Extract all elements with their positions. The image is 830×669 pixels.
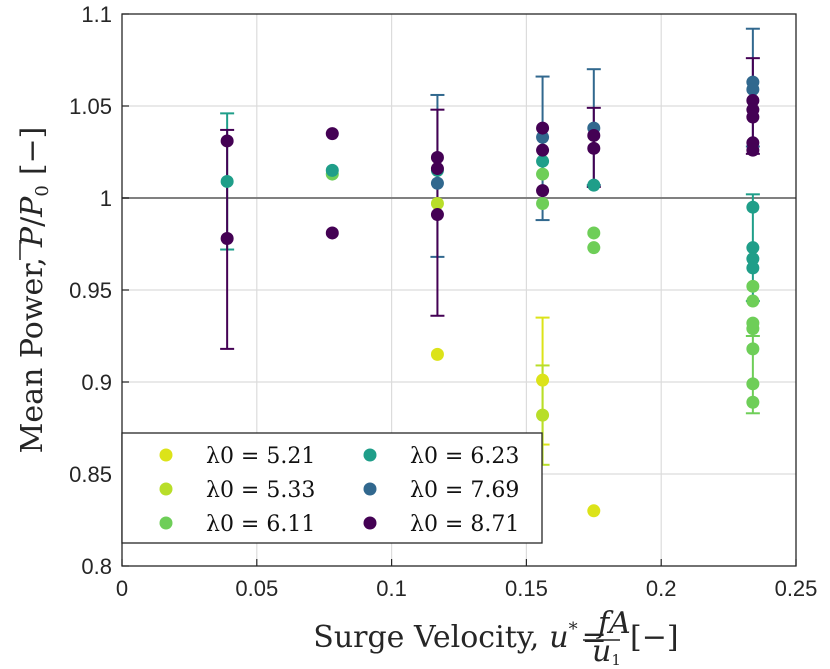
legend: λ0 = 5.21 λ0 = 5.33 λ0 = 6.11 λ0 = 6.23 λ0 =… [121,432,543,544]
legend-label: λ0 = 7.69 [410,478,519,503]
data-point [746,252,760,266]
data-point [430,176,444,190]
data-point [536,154,550,168]
data-point [746,377,760,391]
y-tick-label: 1.1 [81,2,112,27]
legend-marker [363,448,377,462]
data-point [430,151,444,165]
legend-marker [159,448,173,462]
y-tick-label: 0.85 [69,462,112,487]
data-point [325,226,339,240]
x-axis-label-unit: [−] [630,620,679,655]
legend-entry: λ0 = 5.33 [159,478,315,503]
data-point [746,110,760,124]
y-axis-label: Mean Power,P/P0[−] [15,127,53,454]
data-point [746,82,760,96]
legend-label: λ0 = 6.11 [206,512,315,537]
data-point [746,143,760,157]
x-tick-label: 0.25 [775,576,818,601]
data-point [536,373,550,387]
legend-label: λ0 = 5.21 [206,444,315,469]
legend-entry: λ0 = 5.21 [159,444,315,469]
data-point [220,231,234,245]
data-point [536,408,550,422]
legend-entry: λ0 = 6.11 [159,512,315,537]
data-point [430,347,444,361]
data-point [587,241,601,255]
legend-box [121,432,543,544]
legend-entry: λ0 = 6.23 [363,444,519,469]
data-point [536,130,550,144]
data-point [536,167,550,181]
legend-entry: λ0 = 7.69 [363,478,519,503]
data-points [220,75,760,518]
legend-marker [159,516,173,530]
data-point [325,163,339,177]
legend-label: λ0 = 6.23 [410,444,519,469]
data-point [536,197,550,211]
data-point [587,128,601,142]
legend-entry: λ0 = 8.71 [363,512,519,537]
legend-marker [159,482,173,496]
x-tick-label: 0.15 [505,576,548,601]
data-point [746,93,760,107]
x-tick-label: 0.05 [235,576,278,601]
data-point [536,121,550,135]
data-point [746,316,760,330]
data-point [746,241,760,255]
legend-label: λ0 = 8.71 [410,512,519,537]
data-point [587,178,601,192]
data-point [587,226,601,240]
data-point [587,141,601,155]
data-point [220,134,234,148]
x-tick-label: 0.2 [646,576,677,601]
x-tick-label: 0.1 [376,576,407,601]
data-point [746,279,760,293]
data-point [325,127,339,141]
data-point [746,294,760,308]
data-point [746,200,760,214]
axis-ticks: 0 0.05 0.1 0.15 0.2 0.25 0.8 0.85 0.9 0.95 1 1.05 1.… [69,2,817,601]
y-tick-label: 0.95 [69,278,112,303]
data-point [430,197,444,211]
data-point [536,143,550,157]
y-tick-label: 1.05 [69,94,112,119]
x-axis-label-fraction: fA u1 [592,606,640,669]
data-point [746,342,760,356]
legend-label: λ0 = 5.33 [206,478,315,503]
data-point [746,395,760,409]
data-point [536,184,550,198]
y-tick-label: 0.9 [81,370,112,395]
data-point [220,174,234,188]
legend-marker [363,482,377,496]
data-point [746,261,760,275]
y-tick-label: 0.8 [81,554,112,579]
x-axis-label: Surge Velocity, u* = [313,619,606,655]
data-point [430,208,444,222]
x-tick-label: 0 [116,576,128,601]
data-point [587,504,601,518]
legend-marker [363,516,377,530]
data-point [430,162,444,176]
y-tick-label: 1 [100,186,112,211]
